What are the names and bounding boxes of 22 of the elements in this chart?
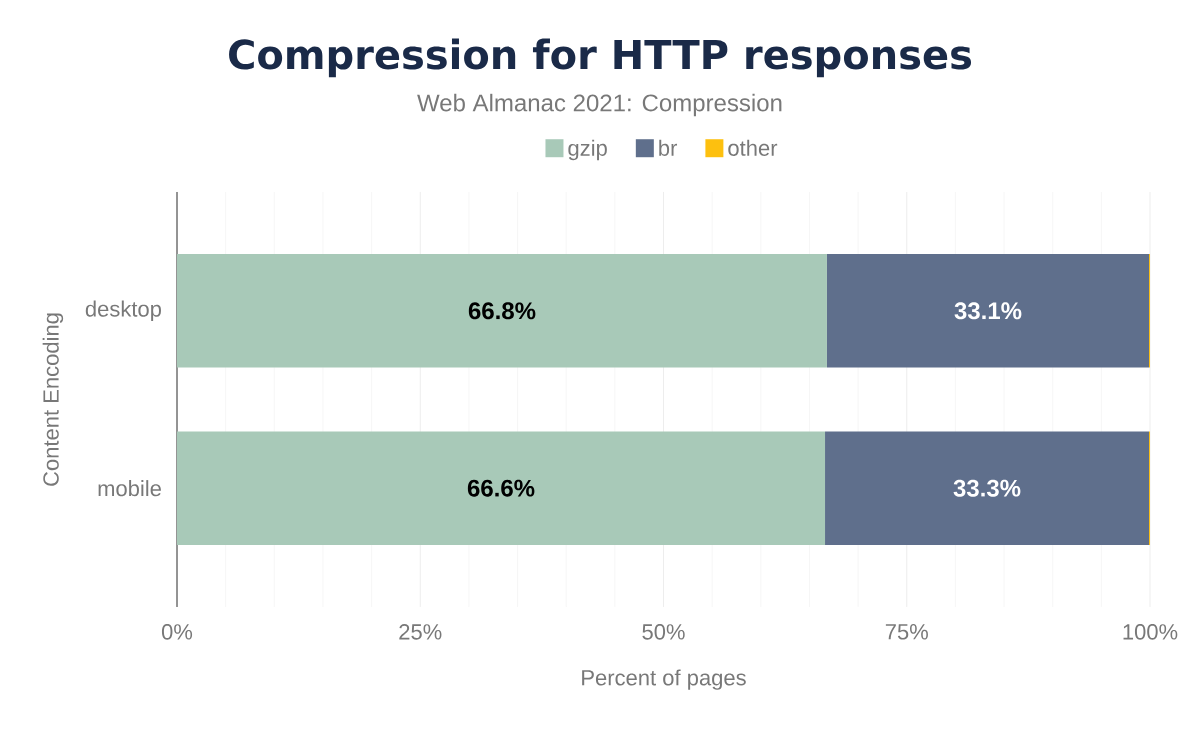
data-label: 66.6% — [467, 479, 535, 497]
legend-label: other — [728, 139, 778, 156]
legend-label: gzip — [568, 139, 607, 161]
bar — [177, 254, 827, 368]
data-label: 66.8% — [468, 302, 536, 320]
data-label: 33.3% — [953, 479, 1021, 497]
x-tick-label: 50% — [642, 624, 685, 640]
bar — [826, 254, 1150, 368]
bar — [177, 431, 826, 545]
x-tick-label: 100% — [1123, 624, 1178, 640]
bar — [825, 431, 1150, 545]
y-tick-label: desktop — [85, 300, 161, 322]
data-label: 33.1% — [954, 302, 1022, 320]
x-tick-label: 25% — [399, 624, 442, 640]
chart-title: Compression for HTTP responses — [229, 38, 972, 78]
legend-label: br — [659, 139, 678, 156]
y-axis-title: Content Encoding — [42, 313, 64, 486]
y-tick-label: mobile — [98, 480, 161, 497]
x-axis-title: Percent of pages — [582, 669, 746, 690]
x-tick-label: 0% — [161, 624, 193, 640]
x-tick-label: 75% — [885, 624, 928, 640]
chart-subtitle: Web Almanac 2021: Compression — [417, 93, 782, 117]
